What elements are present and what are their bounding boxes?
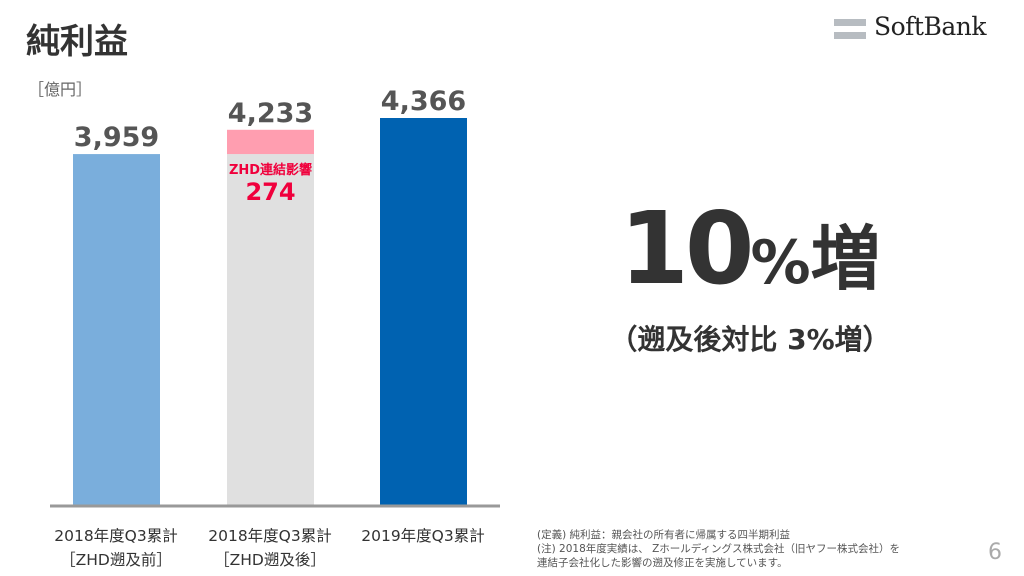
value-label: 4,366: [381, 86, 466, 117]
softbank-logo: SoftBank: [834, 12, 1004, 44]
bar: [380, 118, 467, 505]
category-label: 2018年度Q3累計 ［ZHD遡及後］: [190, 524, 350, 572]
growth-subtext: （遡及後対比 3%増）: [609, 323, 891, 356]
category-label: 2018年度Q3累計 ［ZHD遡及前］: [36, 524, 196, 572]
growth-suffix: 増: [810, 218, 881, 300]
footnotes: (定義) 純利益：親会社の所有者に帰属する四半期利益 (注) 2018年度実績は…: [537, 528, 900, 570]
category-line1: 2018年度Q3累計: [54, 527, 178, 545]
logo-bar-icon: [834, 19, 866, 26]
growth-number: 10: [619, 190, 754, 307]
category-line2: ［ZHD遡及前］: [60, 551, 172, 569]
bar: [73, 154, 160, 505]
footnote: (注) 2018年度実績は、 Zホールディングス株式会社（旧ヤフー株式会社）を: [537, 543, 901, 555]
category-line2: ［ZHD遡及後］: [214, 551, 326, 569]
value-label: 3,959: [74, 122, 159, 153]
category-line1: 2019年度Q3累計: [361, 527, 485, 545]
page-title: 純利益: [26, 22, 128, 62]
footnote: 連結子会社化した影響の遡及修正を実施しています。: [537, 557, 788, 569]
category-label: 2019年度Q3累計: [343, 524, 503, 548]
growth-highlight: 10%増: [580, 190, 920, 307]
footnote: (定義) 純利益：親会社の所有者に帰属する四半期利益: [537, 529, 791, 541]
unit-label: ［億円］: [28, 80, 93, 99]
category-line1: 2018年度Q3累計: [208, 527, 332, 545]
value-label: 4,233: [228, 98, 313, 129]
page-number: 6: [988, 540, 1002, 565]
bar: [227, 154, 314, 505]
segment-value-label: 274: [245, 178, 295, 206]
logo-bar-icon: [834, 32, 866, 39]
segment-label: ZHD連結影響: [229, 162, 312, 178]
logo-text: SoftBank: [874, 12, 987, 41]
growth-percent: %: [750, 228, 811, 298]
bar-segment: [227, 129, 314, 155]
